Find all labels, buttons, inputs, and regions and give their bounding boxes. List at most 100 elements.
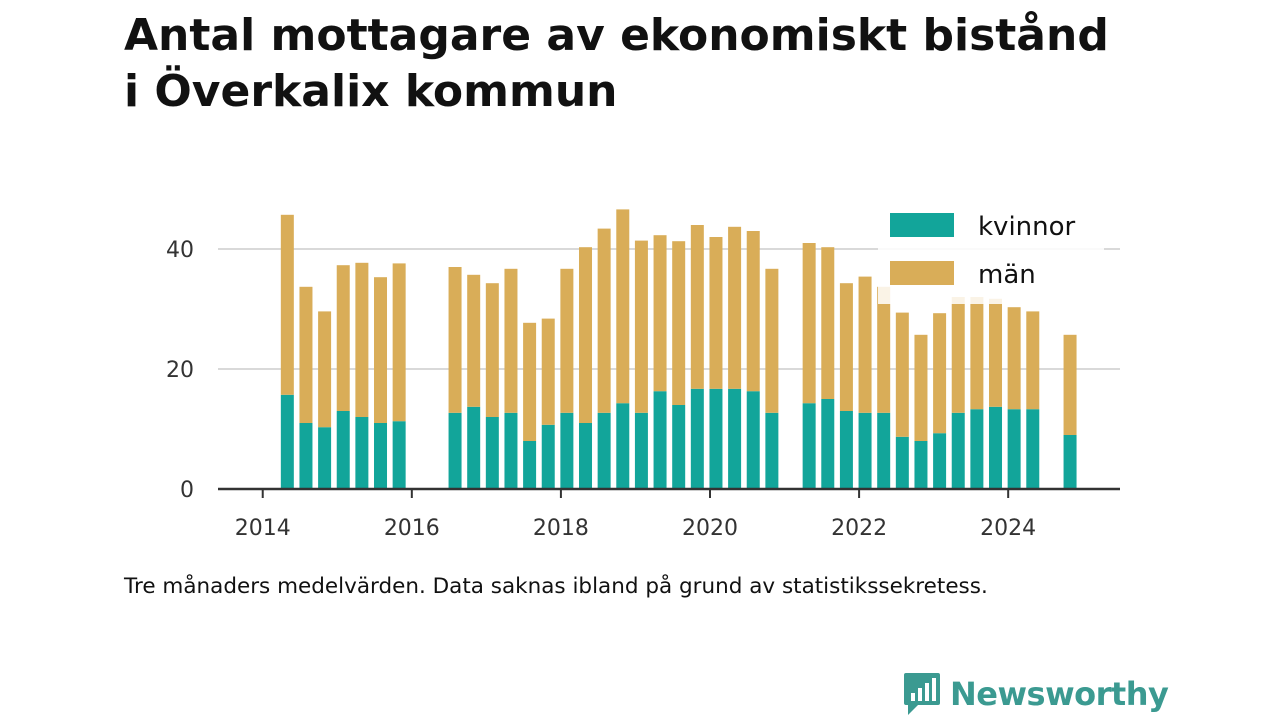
bar-kvinnor (802, 403, 816, 489)
bar-man (746, 231, 760, 392)
bar-kvinnor (579, 423, 593, 489)
bar-kvinnor (448, 412, 462, 489)
bar-kvinnor (951, 412, 965, 489)
bar-kvinnor (970, 409, 984, 489)
bar-man (299, 286, 313, 423)
bar-man (821, 247, 835, 399)
bar-kvinnor (1063, 435, 1077, 489)
bar-man (839, 283, 853, 411)
bar-man (448, 267, 462, 413)
y-tick-label: 0 (180, 478, 194, 503)
title-line-1: Antal mottagare av ekonomiskt bistånd (124, 10, 1109, 61)
bar-man (467, 274, 481, 407)
bar-kvinnor (765, 412, 779, 489)
bar-man (1007, 307, 1021, 410)
chart-caption: Tre månaders medelvärden. Data saknas ib… (124, 574, 988, 599)
bar-man (690, 225, 704, 389)
bar-man (485, 283, 499, 417)
bar-man (933, 313, 947, 434)
legend-swatch-man (890, 261, 954, 285)
bar-kvinnor (709, 388, 723, 489)
bar-man (504, 268, 518, 413)
y-tick-label: 40 (166, 238, 194, 263)
bar-kvinnor (485, 417, 499, 489)
bar-kvinnor (989, 406, 1003, 489)
bar-kvinnor (280, 394, 294, 489)
bar-man (765, 268, 779, 413)
bar-man (634, 240, 648, 413)
x-tick-label: 2022 (831, 516, 887, 541)
bar-kvinnor (299, 423, 313, 489)
x-tick-label: 2024 (980, 516, 1036, 541)
bar-man (392, 263, 406, 422)
bar-kvinnor (392, 421, 406, 489)
bar-man (877, 286, 891, 413)
bar-kvinnor (541, 424, 555, 489)
bar-kvinnor (336, 411, 350, 489)
bar-kvinnor (877, 412, 891, 489)
bar-kvinnor (560, 412, 574, 489)
x-tick-label: 2020 (682, 516, 738, 541)
bar-kvinnor (1007, 409, 1021, 489)
bar-kvinnor (523, 441, 537, 489)
bar-kvinnor (597, 412, 611, 489)
bar-kvinnor (653, 391, 667, 489)
bar-kvinnor (374, 423, 388, 489)
bar-man (616, 209, 630, 404)
bar-man (951, 297, 965, 413)
bar-man (280, 214, 294, 395)
bar-kvinnor (914, 441, 928, 489)
bar-man (579, 247, 593, 423)
bars (280, 209, 1077, 489)
bar-kvinnor (746, 391, 760, 489)
chart-title: Antal mottagare av ekonomiskt bistånd i … (124, 8, 1224, 120)
bar-man (895, 312, 909, 437)
bar-kvinnor (821, 399, 835, 489)
bar-man (709, 237, 723, 389)
bar-man (336, 265, 350, 411)
bar-man (970, 297, 984, 410)
brand-name: Newsworthy (950, 675, 1169, 713)
bar-man (374, 277, 388, 423)
legend: kvinnor män (878, 200, 1104, 304)
bar-man (914, 334, 928, 441)
title-line-2: i Överkalix kommun (124, 66, 618, 117)
bar-man (318, 311, 332, 428)
bar-kvinnor (839, 411, 853, 489)
newsworthy-logo-icon (904, 673, 940, 715)
bar-kvinnor (933, 433, 947, 489)
bar-man (597, 228, 611, 413)
bar-man (728, 226, 742, 389)
bar-man (1026, 311, 1040, 410)
axes: 0 20 40 2014 2016 2018 2020 2022 2024 (166, 238, 1120, 541)
bar-kvinnor (504, 412, 518, 489)
bar-man (355, 262, 369, 417)
bar-kvinnor (672, 405, 686, 489)
legend-label-kvinnor: kvinnor (978, 212, 1076, 242)
bar-kvinnor (728, 388, 742, 489)
bar-kvinnor (467, 406, 481, 489)
bar-kvinnor (895, 436, 909, 489)
bar-kvinnor (634, 412, 648, 489)
bar-kvinnor (318, 427, 332, 489)
newsworthy-brand: Newsworthy (902, 668, 1169, 720)
bar-man (802, 243, 816, 404)
bar-kvinnor (355, 417, 369, 489)
x-tick-label: 2016 (384, 516, 440, 541)
bar-man (672, 241, 686, 405)
bar-man (1063, 334, 1077, 435)
bar-kvinnor (858, 412, 872, 489)
x-tick-label: 2014 (235, 516, 291, 541)
bar-man (858, 276, 872, 413)
x-tick-label: 2018 (533, 516, 589, 541)
legend-swatch-kvinnor (890, 213, 954, 237)
bar-kvinnor (690, 388, 704, 489)
bar-kvinnor (616, 403, 630, 489)
bar-man (989, 298, 1003, 407)
bar-man (523, 322, 537, 441)
legend-label-man: män (978, 260, 1036, 290)
bar-man (541, 318, 555, 425)
y-tick-label: 20 (166, 358, 194, 383)
bar-man (653, 235, 667, 392)
